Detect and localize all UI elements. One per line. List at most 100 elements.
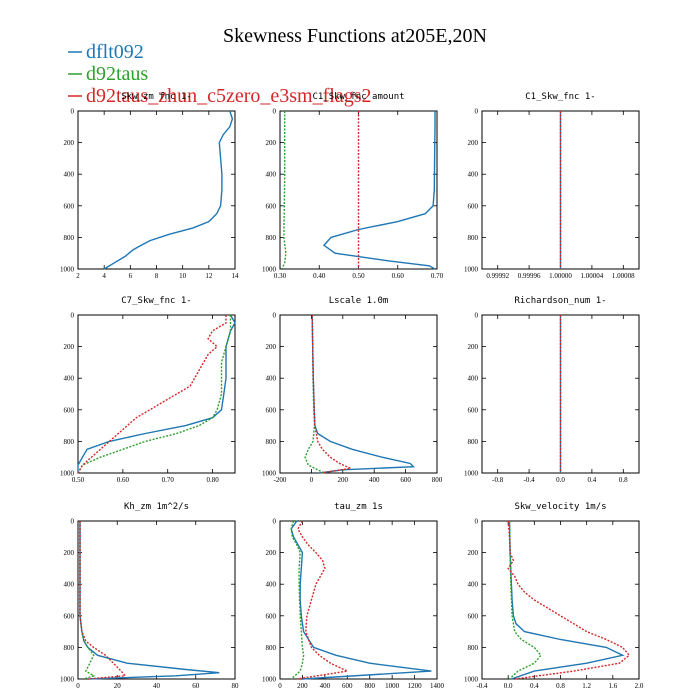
y-tick-label: 800: [64, 438, 75, 446]
y-tick-label: 600: [266, 406, 277, 414]
y-tick-label: 600: [64, 202, 75, 210]
y-tick-label: 600: [64, 612, 75, 620]
plot-panel: Skw_velocity 1m/s -0.4 0.0 0.4 0.8 1.2 1.6 2.0 0…: [464, 502, 644, 690]
x-tick-label: 6: [129, 272, 133, 280]
x-tick-label: 1.6: [608, 682, 617, 690]
y-tick-label: 200: [64, 549, 75, 557]
x-tick-label: 2.0: [635, 682, 644, 690]
x-tick-label: 12: [205, 272, 213, 280]
y-tick-label: 1000: [262, 266, 277, 274]
plot-panel: tau_zm 1s 0 200 400 600 800 1000 1200 1400 0 200 40…: [262, 502, 445, 690]
x-tick-label: 1.2: [582, 682, 591, 690]
x-tick-label: -0.8: [492, 476, 504, 484]
y-tick-label: 0: [71, 518, 75, 526]
plot-frame: [77, 314, 236, 474]
figure-title: Skewness Functions at205E,20N: [223, 25, 487, 47]
y-tick-label: 800: [468, 438, 479, 446]
panel-title: Kh_zm 1m^2/s: [124, 502, 189, 512]
panels: Skw_zm fnc 1-2 4 6 8 10 12 1402004006008001000…: [60, 92, 644, 690]
plot-panel: Skw_zm fnc 1- 2 4 6 8 10 12 14 0 200 400 600 800 1000: [60, 92, 239, 280]
plot-frame: [481, 520, 640, 680]
y-tick-label: 1000: [60, 470, 75, 478]
y-tick-label: 200: [266, 139, 277, 147]
series-line-dflt092: [77, 314, 236, 473]
series-line-d92taus_zhun_c5zero_e3sm_flags2: [79, 521, 127, 680]
y-tick-label: 800: [266, 644, 277, 652]
x-tick-label: 400: [320, 682, 331, 690]
plot-frame: [279, 520, 438, 680]
series-line-dflt092: [508, 520, 625, 680]
series-line-d92taus_zhun_c5zero_e3sm_flags2: [296, 520, 350, 680]
panel-title: Richardson_num 1-: [514, 296, 606, 306]
x-tick-label: 0.8: [619, 476, 628, 484]
plot-panel: C1_Skw_fnc amount 0.30 0.40 0.50 0.60 0.70 0 20…: [262, 92, 444, 280]
series-line-dflt092: [103, 110, 234, 270]
x-tick-label: 600: [400, 476, 411, 484]
y-tick-label: 600: [64, 406, 75, 414]
y-tick-label: 400: [468, 375, 479, 383]
x-tick-label: 0: [278, 682, 282, 690]
series-line-d92taus_zhun_c5zero_e3sm_flags2: [507, 520, 631, 680]
x-tick-label: 200: [297, 682, 308, 690]
y-tick-label: 400: [64, 171, 75, 179]
plot-panel: C1_Skw_fnc 1- 0.99992 0.99996 1.00000 1.0000…: [464, 92, 640, 280]
y-tick-label: 600: [266, 202, 277, 210]
x-tick-label: 1400: [430, 682, 445, 690]
y-tick-label: 0: [71, 312, 75, 320]
panel-title: Skw_velocity 1m/s: [514, 502, 606, 512]
plot-frame: [77, 520, 236, 680]
x-tick-label: 0.0: [556, 476, 565, 484]
x-tick-label: 800: [432, 476, 443, 484]
y-tick-label: 1000: [464, 266, 479, 274]
y-tick-label: 200: [64, 343, 75, 351]
x-tick-label: 0.70: [431, 272, 444, 280]
x-tick-label: 1000: [385, 682, 400, 690]
x-tick-label: 0.60: [117, 476, 130, 484]
panel-title: C1_Skw_fnc 1-: [525, 92, 595, 102]
x-tick-label: 14: [232, 272, 240, 280]
y-tick-label: 200: [468, 343, 479, 351]
x-tick-label: 4: [102, 272, 106, 280]
x-tick-label: 0.99996: [518, 272, 541, 280]
series-line-d92taus_zhun_c5zero_e3sm_flags2: [77, 315, 227, 474]
plot-panel: C7_Skw_fnc 1- 0.50 0.60 0.70 0.80 0 200 400 600 8…: [60, 296, 236, 484]
y-tick-label: 1000: [464, 676, 479, 684]
y-tick-label: 1000: [60, 676, 75, 684]
y-tick-label: 0: [273, 312, 277, 320]
y-tick-label: 800: [64, 644, 75, 652]
y-tick-label: 0: [273, 518, 277, 526]
y-tick-label: 800: [468, 644, 479, 652]
x-tick-label: 600: [342, 682, 353, 690]
y-tick-label: 800: [64, 234, 75, 242]
x-tick-label: 0.50: [352, 272, 365, 280]
y-tick-label: 400: [468, 171, 479, 179]
x-tick-label: 0: [76, 682, 80, 690]
x-tick-label: -200: [274, 476, 287, 484]
plot-frame: [77, 110, 236, 270]
y-tick-label: 400: [266, 171, 277, 179]
x-tick-label: 0: [310, 476, 314, 484]
y-tick-label: 800: [266, 438, 277, 446]
panel-title: C1_Skw_fnc amount: [312, 92, 404, 102]
x-tick-label: 0.70: [162, 476, 175, 484]
panel-title: tau_zm 1s: [334, 502, 383, 512]
series-line-dflt092: [79, 521, 220, 680]
legend-entry: dflt092: [86, 41, 144, 63]
x-tick-label: 80: [232, 682, 240, 690]
series-line-dflt092: [311, 314, 415, 474]
y-tick-label: 200: [266, 343, 277, 351]
series-line-d92taus: [290, 520, 305, 680]
series-line-d92taus: [508, 520, 542, 680]
y-tick-label: 1000: [60, 266, 75, 274]
x-tick-label: 0.40: [313, 272, 326, 280]
x-tick-label: 40: [153, 682, 161, 690]
x-tick-label: 1.00008: [612, 272, 635, 280]
y-tick-label: 0: [71, 108, 75, 116]
x-tick-label: 0.50: [72, 476, 85, 484]
series-line-d92taus_zhun_c5zero_e3sm_flags2: [311, 314, 354, 474]
legend-entry: d92taus_zhun_c5zero_e3sm_flags2: [86, 85, 371, 107]
x-tick-label: 2: [76, 272, 80, 280]
y-tick-label: 400: [266, 581, 277, 589]
y-tick-label: 600: [468, 406, 479, 414]
y-tick-label: 0: [475, 312, 479, 320]
